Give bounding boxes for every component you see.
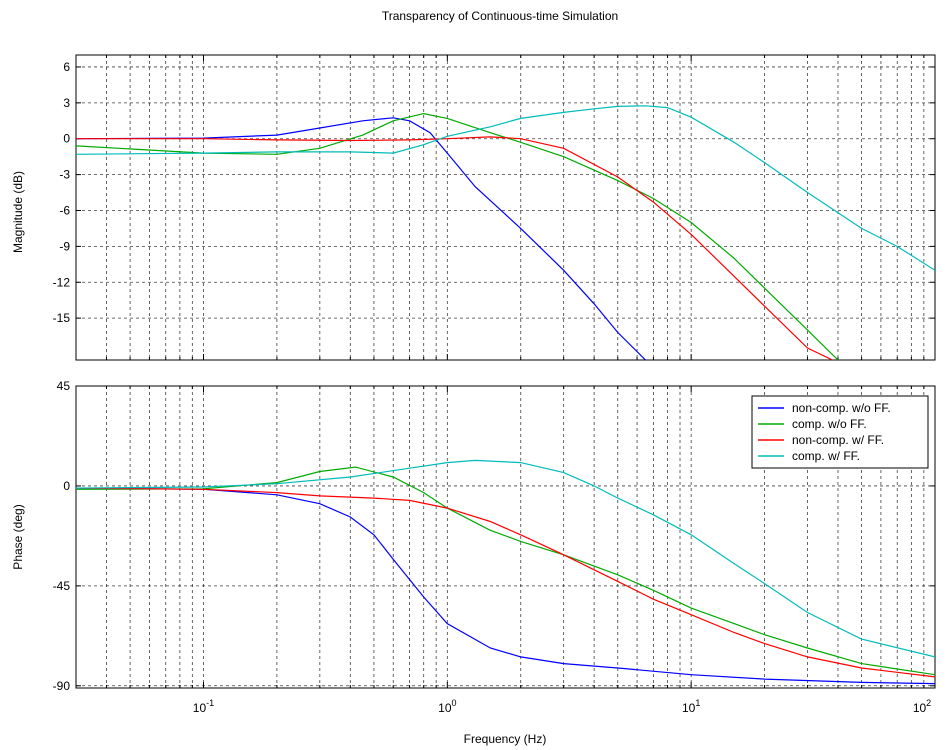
legend-entry-label: comp. w/ FF.: [792, 449, 860, 463]
legend-entry-label: non-comp. w/ FF.: [792, 433, 884, 447]
magnitude-plot-area: [75, 54, 936, 361]
series-line: [76, 466, 935, 676]
legend-entry-label: non-comp. w/o FF.: [792, 401, 891, 415]
magnitude-ticks: 6 3 0 -3 -6 -9 -12 -15: [53, 55, 935, 360]
series-line: [76, 487, 935, 678]
y-tick-label: -9: [59, 239, 70, 253]
x-axis-label: Frequency (Hz): [464, 732, 547, 746]
x-tick-label: 100: [438, 698, 456, 715]
y-tick-label: -12: [53, 275, 71, 289]
magnitude-y-axis-label: Magnitude (dB): [11, 171, 25, 253]
y-tick-label: 0: [63, 479, 70, 493]
y-tick-label: -15: [53, 311, 71, 325]
y-tick-label: 0: [63, 132, 70, 146]
y-tick-label: -6: [59, 203, 70, 217]
phase-y-axis-label: Phase (deg): [11, 504, 25, 569]
y-tick-label: -3: [59, 168, 70, 182]
y-tick-label: 3: [63, 96, 70, 110]
phase-grid: [76, 386, 935, 688]
y-tick-label: 45: [57, 379, 71, 393]
series-line: [76, 136, 833, 360]
series-line: [76, 105, 935, 271]
legend-entry-label: comp. w/o FF.: [792, 417, 867, 431]
magnitude-grid: [76, 55, 935, 360]
x-tick-labels: 10-1 100 101 102: [193, 698, 931, 715]
series-line: [76, 487, 935, 685]
magnitude-series-group: [76, 105, 935, 360]
x-tick-label: 10-1: [193, 698, 214, 715]
phase-series-group: [76, 459, 935, 685]
y-tick-label: 6: [63, 60, 70, 74]
x-tick-label: 101: [682, 698, 700, 715]
magnitude-panel: 6 3 0 -3 -6 -9 -12 -15: [53, 54, 936, 361]
x-tick-label: 102: [913, 698, 931, 715]
chart-title: Transparency of Continuous-time Simulati…: [382, 9, 618, 23]
series-line: [76, 117, 646, 360]
phase-ticks: 45 0 -45 -90: [53, 379, 935, 693]
legend: non-comp. w/o FF. comp. w/o FF. non-comp. …: [751, 395, 929, 469]
series-line: [76, 459, 935, 658]
y-tick-label: -45: [53, 579, 71, 593]
y-tick-label: -90: [53, 679, 71, 693]
